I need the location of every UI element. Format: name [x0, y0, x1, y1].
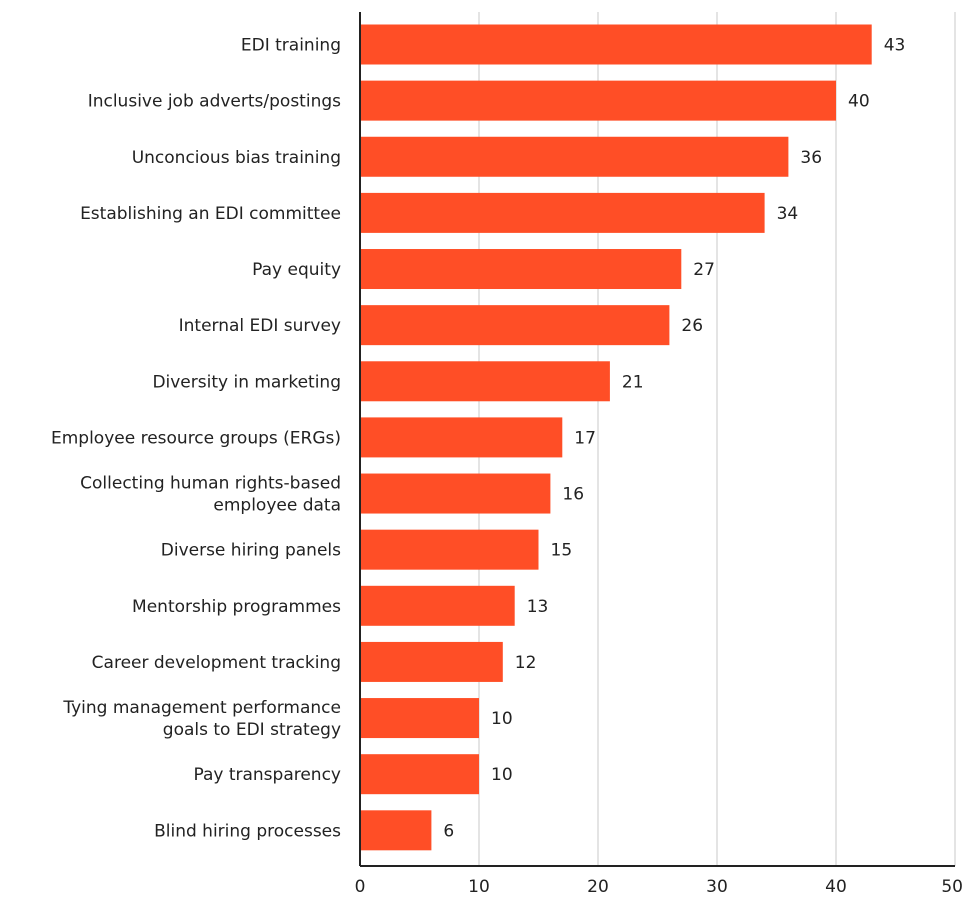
- category-label: Blind hiring processes: [154, 821, 341, 841]
- value-label: 12: [515, 653, 537, 673]
- value-label: 13: [527, 597, 549, 617]
- value-label: 21: [622, 372, 644, 392]
- bar: [360, 192, 765, 233]
- category-label: Internal EDI survey: [179, 316, 341, 336]
- bar: [360, 417, 563, 458]
- value-label: 26: [681, 316, 703, 336]
- category-label: Mentorship programmes: [132, 597, 341, 617]
- category-label: Collecting human rights-based: [80, 474, 341, 494]
- x-tick-label: 10: [468, 877, 490, 897]
- bar: [360, 754, 479, 795]
- bar: [360, 136, 789, 177]
- x-tick-labels: 0 10 20 30 40 50: [355, 877, 963, 897]
- category-label: Inclusive job adverts/postings: [88, 92, 341, 112]
- value-label: 17: [574, 428, 596, 448]
- category-label: employee data: [213, 496, 341, 516]
- bar: [360, 361, 610, 402]
- bar: [360, 24, 872, 65]
- value-label: 15: [551, 541, 573, 561]
- category-label: Unconcious bias training: [132, 148, 341, 168]
- value-label: 6: [443, 821, 454, 841]
- category-label: Career development tracking: [92, 653, 341, 673]
- value-label: 16: [562, 485, 584, 505]
- category-label: Pay transparency: [193, 765, 341, 785]
- category-label: Pay equity: [252, 260, 341, 280]
- bar: [360, 529, 539, 570]
- bar: [360, 810, 432, 851]
- x-tick-label: 30: [706, 877, 728, 897]
- x-tick-label: 0: [355, 877, 366, 897]
- bar: [360, 698, 479, 739]
- value-label: 36: [800, 148, 822, 168]
- bar: [360, 585, 515, 626]
- bar: [360, 641, 503, 682]
- value-label: 10: [491, 765, 513, 785]
- x-tick-label: 20: [587, 877, 609, 897]
- category-label: Tying management performance: [62, 698, 341, 718]
- value-label: 27: [693, 260, 715, 280]
- value-label: 40: [848, 92, 870, 112]
- category-label: Establishing an EDI committee: [80, 204, 341, 224]
- category-label: EDI training: [241, 36, 341, 56]
- value-label: 10: [491, 709, 513, 729]
- value-labels: 43 40 36 34 27 26 21 17 16 15 13 12 10 10 6: [443, 36, 905, 842]
- category-label: Diversity in marketing: [152, 372, 341, 392]
- value-label: 43: [884, 36, 906, 56]
- bar: [360, 473, 551, 514]
- bars: [360, 24, 872, 851]
- x-tick-label: 50: [941, 877, 963, 897]
- bar: [360, 80, 836, 121]
- category-labels: EDI training Inclusive job adverts/postin…: [51, 36, 341, 842]
- x-tick-label: 40: [825, 877, 847, 897]
- category-label: goals to EDI strategy: [163, 720, 341, 740]
- value-label: 34: [777, 204, 799, 224]
- category-label: Diverse hiring panels: [161, 541, 341, 561]
- bar: [360, 305, 670, 346]
- category-label: Employee resource groups (ERGs): [51, 428, 341, 448]
- bar: [360, 249, 682, 290]
- axes: [359, 12, 955, 867]
